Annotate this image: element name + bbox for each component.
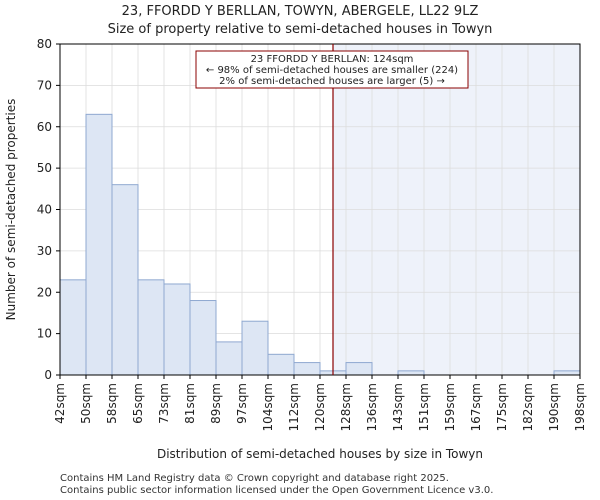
x-tick-label: 97sqm (235, 383, 249, 424)
x-tick-label: 112sqm (287, 383, 301, 431)
x-tick-label: 89sqm (209, 383, 223, 424)
x-tick-label: 198sqm (573, 383, 587, 431)
histogram-bar (111, 184, 139, 376)
x-tick-label: 42sqm (53, 383, 67, 424)
y-tick-label: 80 (37, 37, 52, 51)
histogram-bar (397, 370, 425, 376)
y-tick-label: 50 (37, 161, 52, 175)
y-tick-label: 30 (37, 244, 52, 258)
annotation-line: 2% of semi-detached houses are larger (5… (219, 76, 445, 87)
x-tick-label: 167sqm (469, 383, 483, 431)
annotation-box (195, 50, 469, 89)
histogram-bar (85, 113, 113, 376)
y-tick-label: 10 (37, 327, 52, 341)
histogram-bar (137, 279, 165, 376)
x-axis-label: Distribution of semi-detached houses by … (157, 447, 483, 461)
x-tick-label: 65sqm (131, 383, 145, 424)
footer-line-2: Contains public sector information licen… (60, 485, 494, 496)
chart-title: 23, FFORDD Y BERLLAN, TOWYN, ABERGELE, L… (121, 4, 479, 19)
x-tick-label: 58sqm (105, 383, 119, 424)
x-tick-label: 81sqm (183, 383, 197, 424)
x-tick-label: 128sqm (339, 383, 353, 431)
y-tick-label: 0 (44, 368, 52, 382)
x-tick-label: 50sqm (79, 383, 93, 424)
x-tick-label: 143sqm (391, 383, 405, 431)
histogram-bar (163, 283, 191, 376)
histogram-bar (241, 320, 269, 376)
footer-line-1: Contains HM Land Registry data © Crown c… (60, 473, 449, 484)
histogram-bar (553, 370, 581, 376)
histogram-bar (293, 362, 321, 376)
x-tick-label: 104sqm (261, 383, 275, 431)
annotation-line: 23 FFORDD Y BERLLAN: 124sqm (251, 54, 414, 65)
x-tick-label: 175sqm (495, 383, 509, 431)
histogram-bar (215, 341, 243, 376)
x-tick-label: 120sqm (313, 383, 327, 431)
y-tick-label: 60 (37, 120, 52, 134)
y-tick-label: 20 (37, 285, 52, 299)
histogram-bar (189, 300, 217, 376)
x-tick-label: 136sqm (365, 383, 379, 431)
y-tick-label: 70 (37, 78, 52, 92)
x-tick-label: 159sqm (443, 383, 457, 431)
chart-subtitle: Size of property relative to semi-detach… (107, 22, 493, 37)
y-axis-label: Number of semi-detached properties (4, 99, 18, 321)
histogram-bar (267, 353, 295, 376)
y-tick-label: 40 (37, 203, 52, 217)
x-tick-label: 73sqm (157, 383, 171, 424)
annotation-line: ← 98% of semi-detached houses are smalle… (206, 65, 458, 76)
histogram-bar (59, 279, 87, 376)
histogram-bar (345, 362, 373, 376)
x-tick-label: 190sqm (547, 383, 561, 431)
x-tick-label: 151sqm (417, 383, 431, 431)
x-tick-label: 182sqm (521, 383, 535, 431)
